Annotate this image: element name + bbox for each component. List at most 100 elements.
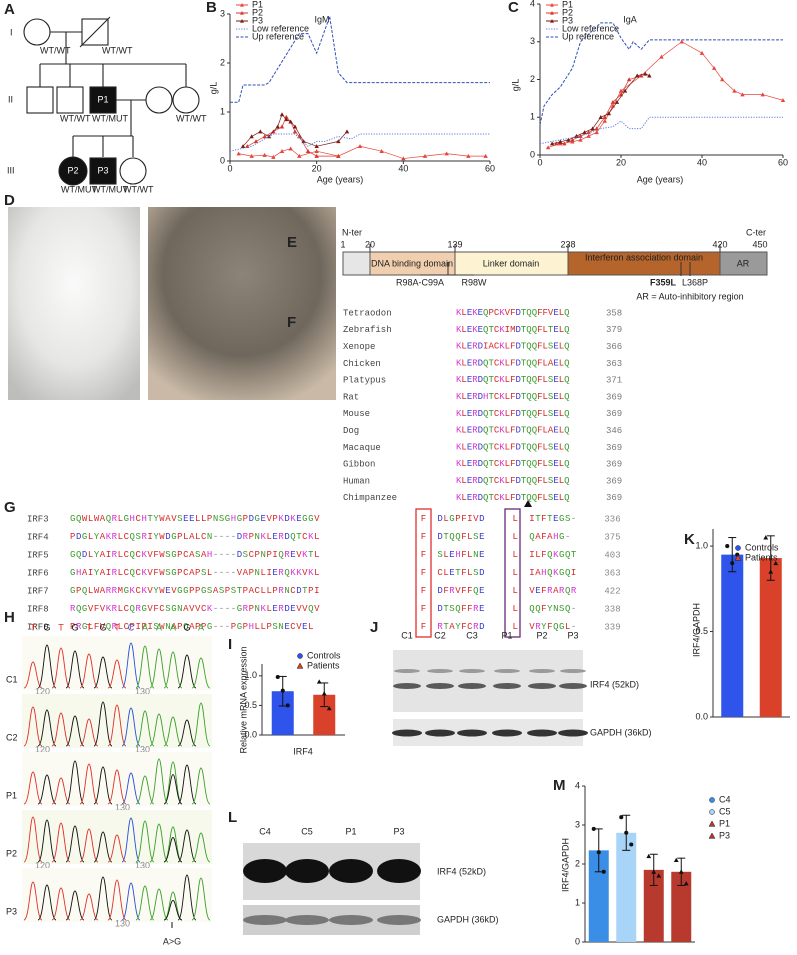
lane-label: C4 xyxy=(259,826,271,836)
lane-label: P1 xyxy=(501,630,512,640)
residue: - xyxy=(231,550,237,560)
y-axis-label: Relative mRNA expression xyxy=(238,646,248,753)
residue: P xyxy=(249,568,255,578)
residue: L xyxy=(543,426,548,436)
residue: T xyxy=(488,376,494,386)
sequence: GPQLWARRMGKCKVYWEVGGPPGSASPSTPACLLPRNCDT… xyxy=(70,586,320,596)
residue: W xyxy=(82,514,88,524)
marker xyxy=(279,124,285,129)
residue: A xyxy=(165,514,171,524)
species-name: Human xyxy=(343,476,370,486)
residue: K xyxy=(456,409,462,419)
position-label: 238 xyxy=(560,239,575,249)
marker xyxy=(639,73,644,78)
residue: Q xyxy=(455,604,461,614)
mutation-label: L368P xyxy=(682,277,708,287)
residue: P xyxy=(243,586,249,596)
marker xyxy=(773,560,779,566)
residue: D xyxy=(437,604,443,614)
marker xyxy=(284,117,289,122)
residue: F xyxy=(541,532,547,542)
residue: A xyxy=(100,532,106,542)
residue: Q xyxy=(532,376,537,386)
residue: S xyxy=(165,604,171,614)
marker xyxy=(622,88,628,93)
marker xyxy=(240,3,244,7)
residue: F xyxy=(510,443,515,453)
series-line xyxy=(552,73,650,145)
residue: I xyxy=(529,550,535,560)
individual xyxy=(56,86,84,114)
trace-background xyxy=(22,636,212,690)
residue: Y xyxy=(94,568,100,578)
residue: S xyxy=(473,532,479,542)
residue: P xyxy=(231,622,237,632)
residue: - xyxy=(571,514,577,524)
sequence: KLERDQTCKLFDTQQFLAELQ xyxy=(456,426,570,436)
residue: G xyxy=(201,586,207,596)
sequence-position: 369 xyxy=(606,460,622,470)
residue: W xyxy=(94,586,100,596)
residue: F xyxy=(510,460,515,470)
residue: R xyxy=(70,604,76,614)
residue: P xyxy=(255,550,261,560)
residue: R xyxy=(278,604,284,614)
residue: G xyxy=(302,514,308,524)
residue: K xyxy=(499,342,505,352)
trace-peak xyxy=(149,823,169,863)
residue: S xyxy=(207,586,213,596)
marker xyxy=(610,99,616,104)
x-tick-label: 20 xyxy=(616,157,626,167)
sequence-position: 336 xyxy=(604,514,620,524)
residue: R xyxy=(112,622,118,632)
residue: S xyxy=(135,532,141,542)
trace-background xyxy=(22,810,212,864)
residue: Q xyxy=(564,342,569,352)
residue: L xyxy=(513,622,519,632)
residue: - xyxy=(565,532,571,542)
sequence-position: 366 xyxy=(606,342,622,352)
sequence: F xyxy=(421,532,427,542)
residue: W xyxy=(159,568,165,578)
residue: S xyxy=(548,342,553,352)
trace-peak xyxy=(135,775,155,805)
marker xyxy=(596,850,601,855)
residue: L xyxy=(505,476,510,486)
sample-label: P2 xyxy=(6,848,17,858)
residue: E xyxy=(290,604,296,614)
residue: D xyxy=(478,342,483,352)
residue: D xyxy=(296,586,302,596)
residue: L xyxy=(261,568,267,578)
sequence: KLERDHTCKLFDTQQFLSELQ xyxy=(456,392,570,402)
residue: V xyxy=(548,308,554,318)
residue: C xyxy=(255,586,261,596)
residue: Q xyxy=(564,376,569,386)
residue: D xyxy=(479,514,485,524)
trace-peak xyxy=(121,707,141,747)
residue: - xyxy=(225,604,231,614)
residue: E xyxy=(467,376,472,386)
base-call: G xyxy=(43,622,50,632)
residue: G xyxy=(124,514,130,524)
marker xyxy=(236,151,241,156)
residue: Y xyxy=(153,532,159,542)
marker xyxy=(297,653,303,659)
y-tick-label: 2 xyxy=(575,858,580,868)
residue: L xyxy=(314,532,320,542)
y-tick-label: 3 xyxy=(220,8,225,18)
marker xyxy=(734,554,742,561)
blot-membrane xyxy=(393,650,583,712)
residue: G xyxy=(70,514,76,524)
residue: L xyxy=(461,308,466,318)
x-tick-label: 0 xyxy=(537,157,542,167)
residue: F xyxy=(541,514,547,524)
marker xyxy=(292,129,298,134)
trace-peak xyxy=(121,772,141,805)
residue: Y xyxy=(455,622,461,632)
residue: I xyxy=(272,550,278,560)
residue: D xyxy=(515,342,520,352)
residue: E xyxy=(479,604,485,614)
photo xyxy=(8,207,140,400)
residue: K xyxy=(499,443,505,453)
marker xyxy=(444,151,449,156)
